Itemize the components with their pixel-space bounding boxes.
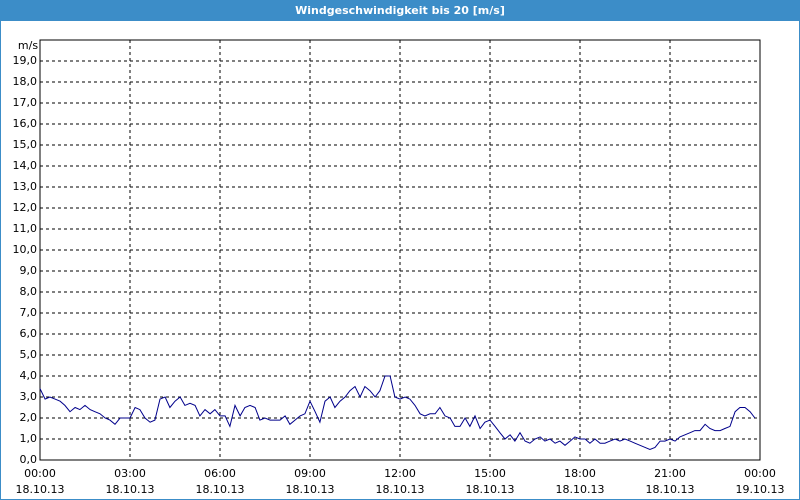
x-tick-label: 18:00: [564, 467, 596, 480]
x-tick-date: 18.10.13: [466, 483, 515, 496]
x-tick-date: 18.10.13: [16, 483, 65, 496]
x-tick-date: 18.10.13: [196, 483, 245, 496]
y-tick-label: 13,0: [13, 180, 38, 193]
x-tick-label: 06:00: [204, 467, 236, 480]
y-tick-label: 5,0: [20, 348, 38, 361]
y-tick-label: 3,0: [20, 390, 38, 403]
y-tick-label: 18,0: [13, 75, 38, 88]
y-tick-label: 10,0: [13, 243, 38, 256]
y-tick-label: 12,0: [13, 201, 38, 214]
y-tick-label: 6,0: [20, 327, 38, 340]
y-tick-label: 11,0: [13, 222, 38, 235]
title-bar: [0, 0, 800, 21]
x-tick-date: 18.10.13: [376, 483, 425, 496]
y-tick-label: 17,0: [13, 96, 38, 109]
x-tick-label: 15:00: [474, 467, 506, 480]
y-tick-label: 9,0: [20, 264, 38, 277]
y-tick-label: 14,0: [13, 159, 38, 172]
y-tick-label: 15,0: [13, 138, 38, 151]
x-tick-label: 03:00: [114, 467, 146, 480]
x-tick-label: 21:00: [654, 467, 686, 480]
y-tick-label: 1,0: [20, 432, 38, 445]
x-tick-date: 18.10.13: [286, 483, 335, 496]
y-tick-label: 8,0: [20, 285, 38, 298]
x-tick-date: 18.10.13: [556, 483, 605, 496]
y-tick-label: 2,0: [20, 411, 38, 424]
y-tick-label: 19,0: [13, 54, 38, 67]
chart-title: Windgeschwindigkeit bis 20 [m/s]: [295, 4, 505, 17]
x-tick-label: 12:00: [384, 467, 416, 480]
x-tick-label: 00:00: [24, 467, 56, 480]
wind-speed-line: [39, 375, 756, 451]
y-tick-label: 4,0: [20, 369, 38, 382]
y-tick-label: 7,0: [20, 306, 38, 319]
x-tick-label: 09:00: [294, 467, 326, 480]
x-tick-date: 18.10.13: [646, 483, 695, 496]
x-tick-label: 00:00: [744, 467, 776, 480]
x-tick-date: 19.10.13: [736, 483, 785, 496]
y-tick-label: 0,0: [20, 453, 38, 466]
y-tick-label: 16,0: [13, 117, 38, 130]
x-tick-date: 18.10.13: [106, 483, 155, 496]
y-axis-unit: m/s: [18, 39, 38, 52]
